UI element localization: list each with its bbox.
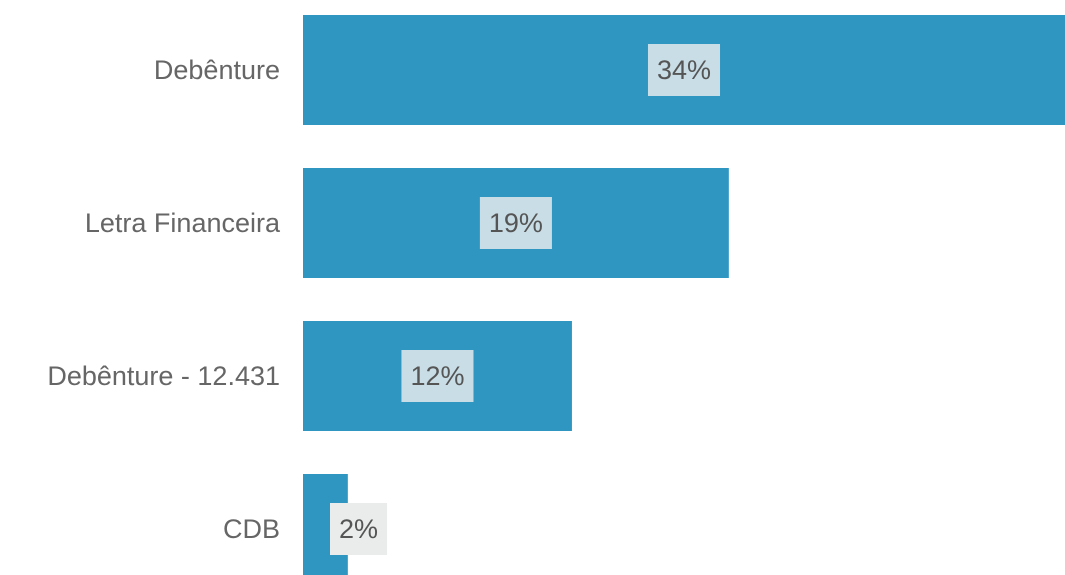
value-label: 12% — [410, 361, 464, 391]
category-label: CDB — [223, 514, 280, 544]
value-label-box — [401, 350, 474, 402]
category-label: Debênture — [154, 55, 280, 85]
value-label: 19% — [489, 208, 543, 238]
category-label: Debênture - 12.431 — [47, 361, 280, 391]
category-labels-group: Debênture Letra Financeira Debênture - 12.… — [47, 55, 281, 544]
value-label: 34% — [657, 55, 711, 85]
value-label-box — [479, 197, 552, 249]
value-label-box — [647, 44, 721, 96]
value-label: 2% — [339, 514, 378, 544]
bars-group — [303, 15, 1065, 575]
value-labels-group: 34% 19% 12% 2% — [330, 44, 721, 555]
category-label: Letra Financeira — [85, 208, 281, 238]
value-label-box — [330, 503, 388, 555]
